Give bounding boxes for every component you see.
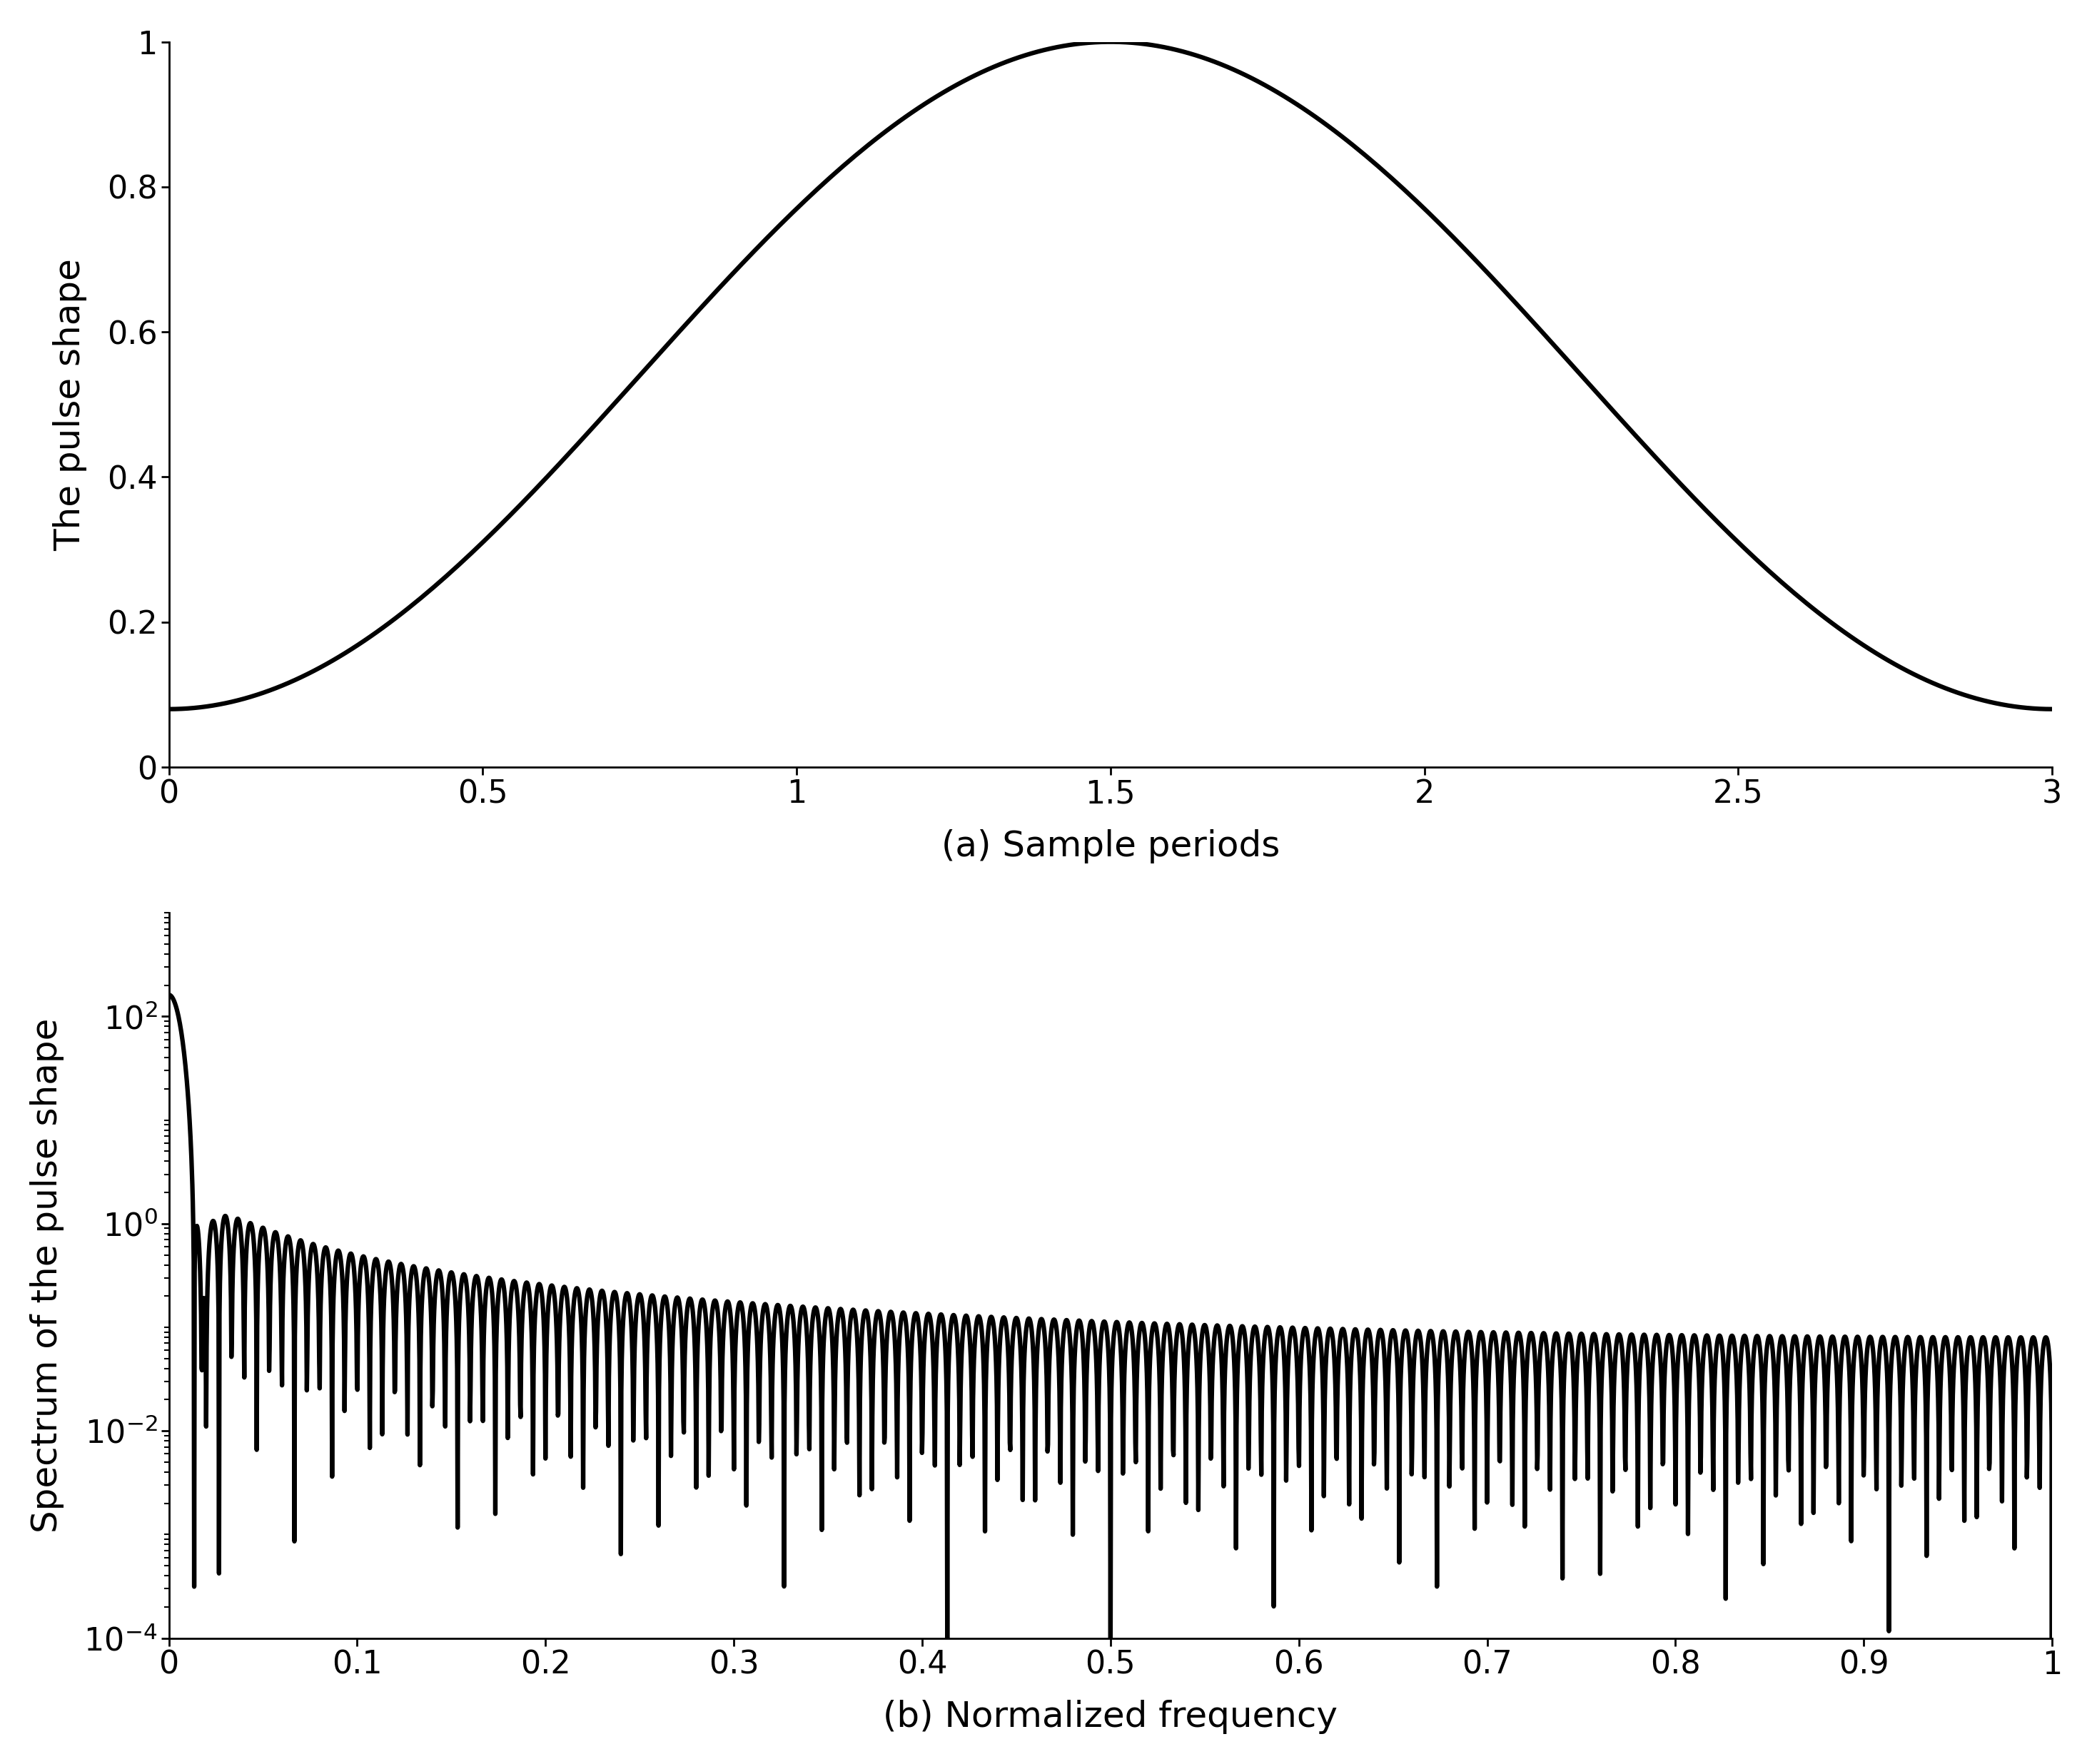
X-axis label: (a) Sample periods: (a) Sample periods — [941, 829, 1280, 863]
X-axis label: (b) Normalized frequency: (b) Normalized frequency — [883, 1700, 1339, 1734]
Y-axis label: Spectrum of the pulse shape: Spectrum of the pulse shape — [29, 1018, 65, 1533]
Y-axis label: The pulse shape: The pulse shape — [52, 258, 88, 550]
